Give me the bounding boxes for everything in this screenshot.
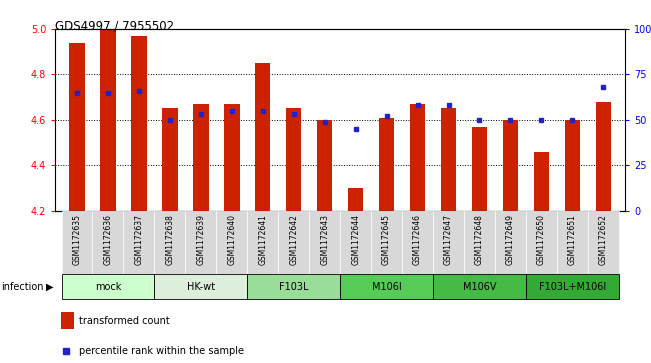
Text: F103L: F103L: [279, 282, 309, 292]
Text: GDS4997 / 7955502: GDS4997 / 7955502: [55, 20, 174, 33]
Text: GSM1172649: GSM1172649: [506, 214, 515, 265]
Text: F103L+M106I: F103L+M106I: [539, 282, 606, 292]
Text: GSM1172648: GSM1172648: [475, 214, 484, 265]
Bar: [534, 152, 549, 211]
FancyBboxPatch shape: [495, 211, 526, 274]
Text: GSM1172645: GSM1172645: [382, 214, 391, 265]
FancyBboxPatch shape: [247, 211, 278, 274]
Bar: [100, 29, 116, 211]
Text: GSM1172635: GSM1172635: [72, 214, 81, 265]
Text: GSM1172652: GSM1172652: [599, 214, 608, 265]
Bar: [286, 109, 301, 211]
Text: GSM1172641: GSM1172641: [258, 214, 268, 265]
FancyBboxPatch shape: [464, 211, 495, 274]
FancyBboxPatch shape: [62, 274, 154, 299]
Bar: [162, 109, 178, 211]
Bar: [255, 63, 271, 211]
FancyBboxPatch shape: [154, 211, 186, 274]
FancyBboxPatch shape: [154, 274, 247, 299]
Bar: [564, 120, 580, 211]
FancyBboxPatch shape: [433, 211, 464, 274]
Bar: [441, 109, 456, 211]
Text: infection: infection: [1, 282, 44, 292]
Bar: [193, 104, 208, 211]
Bar: [596, 102, 611, 211]
FancyBboxPatch shape: [433, 274, 526, 299]
Bar: [409, 104, 425, 211]
FancyBboxPatch shape: [402, 211, 433, 274]
Text: GSM1172650: GSM1172650: [537, 214, 546, 265]
Text: M106V: M106V: [463, 282, 496, 292]
Text: GSM1172639: GSM1172639: [197, 214, 205, 265]
Text: M106I: M106I: [372, 282, 402, 292]
Bar: [503, 120, 518, 211]
FancyBboxPatch shape: [340, 211, 371, 274]
Text: GSM1172646: GSM1172646: [413, 214, 422, 265]
Text: transformed count: transformed count: [79, 315, 170, 326]
FancyBboxPatch shape: [557, 211, 588, 274]
Text: mock: mock: [95, 282, 121, 292]
Text: HK-wt: HK-wt: [187, 282, 215, 292]
FancyBboxPatch shape: [526, 274, 618, 299]
Text: GSM1172642: GSM1172642: [289, 214, 298, 265]
FancyBboxPatch shape: [62, 211, 92, 274]
Text: GSM1172647: GSM1172647: [444, 214, 453, 265]
FancyBboxPatch shape: [92, 211, 124, 274]
Bar: [224, 104, 240, 211]
Bar: [61, 312, 74, 329]
Bar: [132, 36, 146, 211]
FancyBboxPatch shape: [278, 211, 309, 274]
Text: GSM1172644: GSM1172644: [351, 214, 360, 265]
Text: GSM1172638: GSM1172638: [165, 214, 174, 265]
Bar: [317, 120, 333, 211]
FancyBboxPatch shape: [124, 211, 154, 274]
Text: ▶: ▶: [46, 282, 53, 292]
Text: GSM1172651: GSM1172651: [568, 214, 577, 265]
Text: GSM1172637: GSM1172637: [134, 214, 143, 265]
FancyBboxPatch shape: [309, 211, 340, 274]
FancyBboxPatch shape: [588, 211, 618, 274]
FancyBboxPatch shape: [371, 211, 402, 274]
Text: percentile rank within the sample: percentile rank within the sample: [79, 346, 244, 356]
Bar: [69, 42, 85, 211]
Text: GSM1172643: GSM1172643: [320, 214, 329, 265]
Text: GSM1172636: GSM1172636: [104, 214, 113, 265]
FancyBboxPatch shape: [247, 274, 340, 299]
FancyBboxPatch shape: [526, 211, 557, 274]
FancyBboxPatch shape: [216, 211, 247, 274]
Bar: [379, 118, 395, 211]
FancyBboxPatch shape: [340, 274, 433, 299]
Bar: [472, 127, 487, 211]
Text: GSM1172640: GSM1172640: [227, 214, 236, 265]
Bar: [348, 188, 363, 211]
FancyBboxPatch shape: [186, 211, 216, 274]
